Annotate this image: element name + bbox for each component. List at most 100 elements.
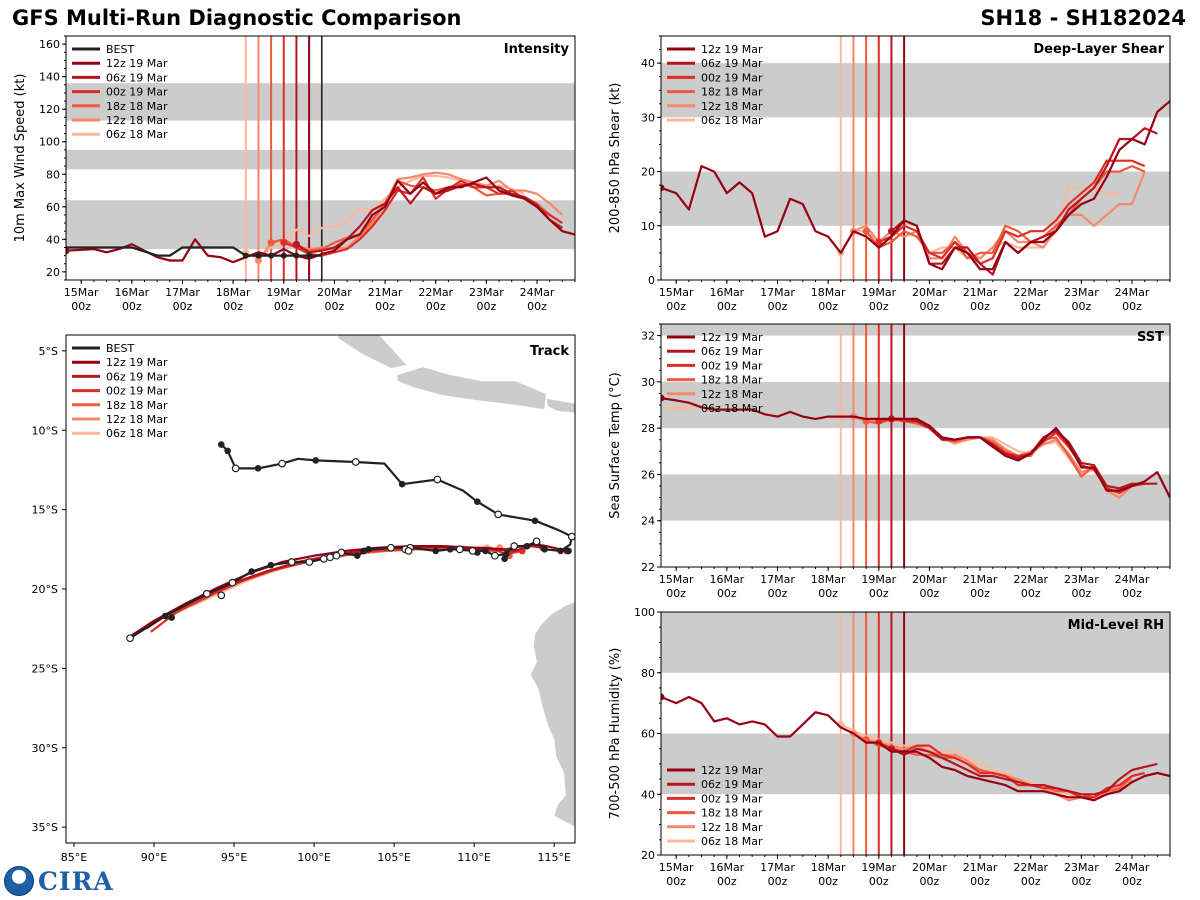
best-track-point-filled-2 bbox=[254, 465, 262, 472]
intensity-xtick-label: 19Mar bbox=[266, 286, 301, 299]
sst-legend-label-1: 06z 19 Mar bbox=[701, 345, 763, 358]
rh-xtick-sublabel: 00z bbox=[1071, 875, 1091, 888]
best-track-point-filled-8 bbox=[541, 546, 548, 553]
rh-xtick-label: 24Mar bbox=[1115, 861, 1150, 874]
intensity-xtick-sublabel: 00z bbox=[122, 300, 142, 313]
sst-xtick-sublabel: 00z bbox=[1122, 587, 1142, 600]
best-track-point-open-10 bbox=[455, 545, 464, 554]
shear-run-start-marker-3 bbox=[862, 227, 870, 235]
rh-xtick-label: 15Mar bbox=[659, 861, 694, 874]
rh-ytick-label: 20 bbox=[641, 849, 655, 862]
rh-run-line-5 bbox=[840, 723, 1120, 799]
sst-band-2 bbox=[661, 324, 1170, 336]
best-track-point-open-16 bbox=[287, 558, 296, 566]
intensity-xtick-label: 20Mar bbox=[317, 286, 352, 299]
intensity-ytick-label: 100 bbox=[39, 136, 60, 149]
intensity-run-start-marker-1 bbox=[292, 240, 300, 248]
best-track-point-open-17 bbox=[228, 578, 237, 587]
noaa-logo-icon bbox=[4, 866, 34, 896]
sst-legend-label-2: 00z 19 Mar bbox=[701, 359, 763, 372]
shear-xtick-sublabel: 00z bbox=[1021, 300, 1041, 313]
intensity-legend-label-1: 12z 19 Mar bbox=[106, 57, 168, 70]
intensity-xtick-sublabel: 00z bbox=[223, 300, 243, 313]
shear-plot-area bbox=[661, 36, 1170, 280]
sst-xtick-label: 18Mar bbox=[811, 573, 846, 586]
rh-run-line-1 bbox=[890, 747, 1158, 796]
intensity-run-start-marker-3 bbox=[267, 239, 275, 247]
sst-band-0 bbox=[661, 474, 1170, 521]
rh-plot-area bbox=[661, 612, 1170, 855]
intensity-legend-label-6: 06z 18 Mar bbox=[106, 128, 168, 141]
shear-legend-label-5: 06z 18 Mar bbox=[701, 114, 763, 127]
best-track-point-filled-16 bbox=[267, 561, 275, 569]
sst-xtick-label: 21Mar bbox=[963, 573, 998, 586]
sst-legend-label-0: 12z 19 Mar bbox=[701, 331, 763, 344]
best-track-point-open-5 bbox=[567, 532, 575, 541]
best-track-point-filled-0 bbox=[217, 441, 225, 448]
shear-run-line-0 bbox=[661, 100, 1170, 271]
sst-xtick-sublabel: 00z bbox=[920, 587, 940, 600]
intensity-band-1 bbox=[66, 149, 575, 170]
intensity-best-line bbox=[66, 246, 322, 257]
sst-xtick-sublabel: 00z bbox=[970, 587, 990, 600]
best-track-point-open-15 bbox=[305, 558, 314, 566]
best-track-point-open-12 bbox=[387, 543, 395, 552]
sst-plot-area bbox=[661, 324, 1170, 567]
rh-xtick-label: 17Mar bbox=[760, 861, 795, 874]
rh-band-1 bbox=[661, 612, 1170, 673]
intensity-xtick-label: 22Mar bbox=[418, 286, 453, 299]
rh-xtick-label: 22Mar bbox=[1013, 861, 1048, 874]
intensity-ytick-label: 140 bbox=[39, 71, 60, 84]
land-2 bbox=[545, 398, 575, 414]
rh-legend-label-4: 12z 18 Mar bbox=[701, 821, 763, 834]
best-track-point-open-21 bbox=[326, 553, 335, 562]
rh-ytick-label: 60 bbox=[641, 728, 655, 741]
best-track-point-filled-1 bbox=[224, 447, 231, 455]
best-track-point-open-6 bbox=[532, 537, 541, 546]
storm-id: SH18 - SH182024 bbox=[980, 6, 1186, 30]
best-track-point-filled-23 bbox=[360, 547, 368, 555]
shear-xtick-sublabel: 00z bbox=[717, 300, 737, 313]
best-track-point-filled-3 bbox=[312, 457, 319, 464]
intensity-legend-label-4: 18z 18 Mar bbox=[106, 100, 168, 113]
sst-xtick-sublabel: 00z bbox=[1021, 587, 1041, 600]
land-0 bbox=[337, 335, 408, 369]
shear-legend-label-1: 06z 19 Mar bbox=[701, 57, 763, 70]
shear-title: Deep-Layer Shear bbox=[1033, 42, 1164, 57]
track-legend-label-6: 06z 18 Mar bbox=[106, 427, 168, 440]
shear-xtick-label: 21Mar bbox=[963, 286, 998, 299]
best-track-point-open-22 bbox=[217, 591, 226, 600]
best-track-point-filled-18 bbox=[161, 612, 169, 620]
sst-frame bbox=[660, 323, 1171, 568]
intensity-run-start-marker-2 bbox=[280, 239, 288, 247]
track-run-line-2 bbox=[150, 546, 523, 633]
intensity-xtick-label: 15Mar bbox=[64, 286, 99, 299]
shear-xtick-sublabel: 00z bbox=[1071, 300, 1091, 313]
intensity-run-line-2 bbox=[283, 176, 563, 257]
best-track-line bbox=[129, 443, 573, 640]
shear-legend-label-4: 12z 18 Mar bbox=[701, 100, 763, 113]
sst-title: SST bbox=[1137, 330, 1164, 345]
sst-xtick-label: 17Mar bbox=[760, 573, 795, 586]
rh-xtick-label: 21Mar bbox=[963, 861, 998, 874]
intensity-xtick-label: 18Mar bbox=[216, 286, 251, 299]
page-title: GFS Multi-Run Diagnostic Comparison bbox=[12, 6, 462, 30]
rh-xtick-sublabel: 00z bbox=[666, 875, 686, 888]
shear-xtick-label: 19Mar bbox=[861, 286, 896, 299]
sst-ytick-label: 22 bbox=[641, 561, 655, 574]
intensity-ylabel: 10m Max Wind Speed (kt) bbox=[13, 74, 28, 243]
shear-xtick-label: 20Mar bbox=[912, 286, 947, 299]
shear-ytick-label: 40 bbox=[641, 57, 655, 70]
shear-xtick-sublabel: 00z bbox=[1122, 300, 1142, 313]
track-xtick-label: 115°E bbox=[537, 851, 570, 864]
rh-xtick-label: 18Mar bbox=[811, 861, 846, 874]
shear-ytick-label: 30 bbox=[641, 111, 655, 124]
shear-run-start-marker-2 bbox=[875, 238, 883, 246]
rh-ytick-label: 40 bbox=[641, 788, 655, 801]
shear-ytick-label: 0 bbox=[648, 274, 655, 287]
shear-ytick-label: 10 bbox=[641, 220, 655, 233]
intensity-title: Intensity bbox=[504, 42, 570, 57]
land-3 bbox=[529, 601, 575, 843]
rh-ytick-label: 100 bbox=[634, 606, 655, 619]
